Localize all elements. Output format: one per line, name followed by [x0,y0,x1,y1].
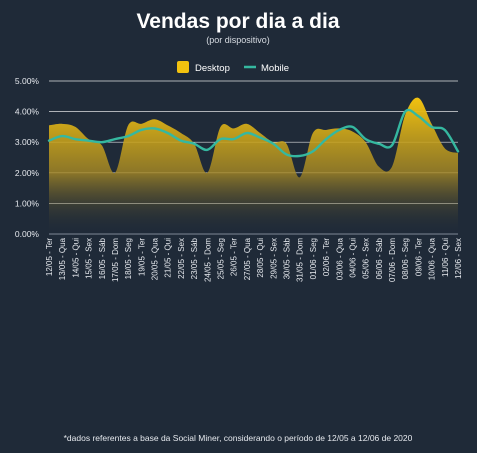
x-tick-label: 13/05 - Qua [58,237,67,280]
x-tick-label: 06/06 - Sáb [375,237,384,279]
x-tick-label: 08/06 - Seg [401,238,410,279]
y-tick-label: 3.00% [15,137,40,147]
x-tick-label: 14/05 - Qui [71,238,80,278]
x-tick-label: 11/06 - Qui [441,238,450,277]
x-tick-label: 10/06 - Qua [428,237,437,280]
legend: Desktop Mobile [177,61,289,74]
x-tick-label: 19/05 - Ter [137,238,146,276]
x-tick-label: 22/05 - Sex [177,238,186,279]
x-tick-label: 17/05 - Dom [111,238,120,282]
x-tick-label: 21/05 - Qui [164,238,173,278]
x-tick-label: 30/05 - Sáb [282,237,291,279]
y-tick-label: 2.00% [15,168,40,178]
series-mobile-line [47,108,460,158]
x-tick-label: 07/06 - Dom [388,238,397,282]
x-tick-label: 15/05 - Sex [85,238,94,279]
footnote: *dados referentes a base da Social Miner… [64,433,413,443]
x-tick-label: 20/05 - Qua [151,237,160,280]
chart-subtitle: (por dispositivo) [206,35,270,45]
x-tick-label: 25/05 - Seg [217,238,226,279]
x-tick-label: 24/05 - Dom [203,238,212,282]
x-tick-label: 12/06 - Sex [454,238,463,279]
y-tick-label: 4.00% [15,107,40,117]
legend-label-desktop: Desktop [195,63,230,74]
x-tick-label: 18/05 - Seg [124,238,133,279]
x-tick-label: 02/06 - Ter [322,238,331,276]
x-tick-label: 12/05 - Ter [45,238,54,276]
x-tick-label: 27/05 - Qua [243,237,252,280]
x-tick-label: 26/05 - Ter [230,238,239,276]
legend-swatch-desktop [177,61,189,73]
x-tick-label: 01/06 - Seg [309,238,318,279]
x-tick-label: 16/05 - Sáb [98,237,107,279]
x-tick-label: 09/06 - Ter [414,238,423,276]
x-tick-label: 29/05 - Sex [269,238,278,279]
series-desktop-area [49,97,458,234]
y-tick-label: 1.00% [15,198,40,208]
x-tick-label: 31/05 - Dom [296,238,305,282]
y-tick-label: 0.00% [15,229,40,239]
x-tick-label: 04/06 - Qui [348,238,357,278]
x-tick-label: 23/05 - Sáb [190,237,199,279]
x-tick-label: 28/05 - Qui [256,238,265,278]
y-tick-label: 5.00% [15,76,40,86]
x-tick-label: 03/06 - Qua [335,237,344,280]
chart-title: Vendas por dia a dia [136,10,339,33]
legend-label-mobile: Mobile [261,63,289,74]
x-tick-label: 05/06 - Sex [362,238,371,279]
